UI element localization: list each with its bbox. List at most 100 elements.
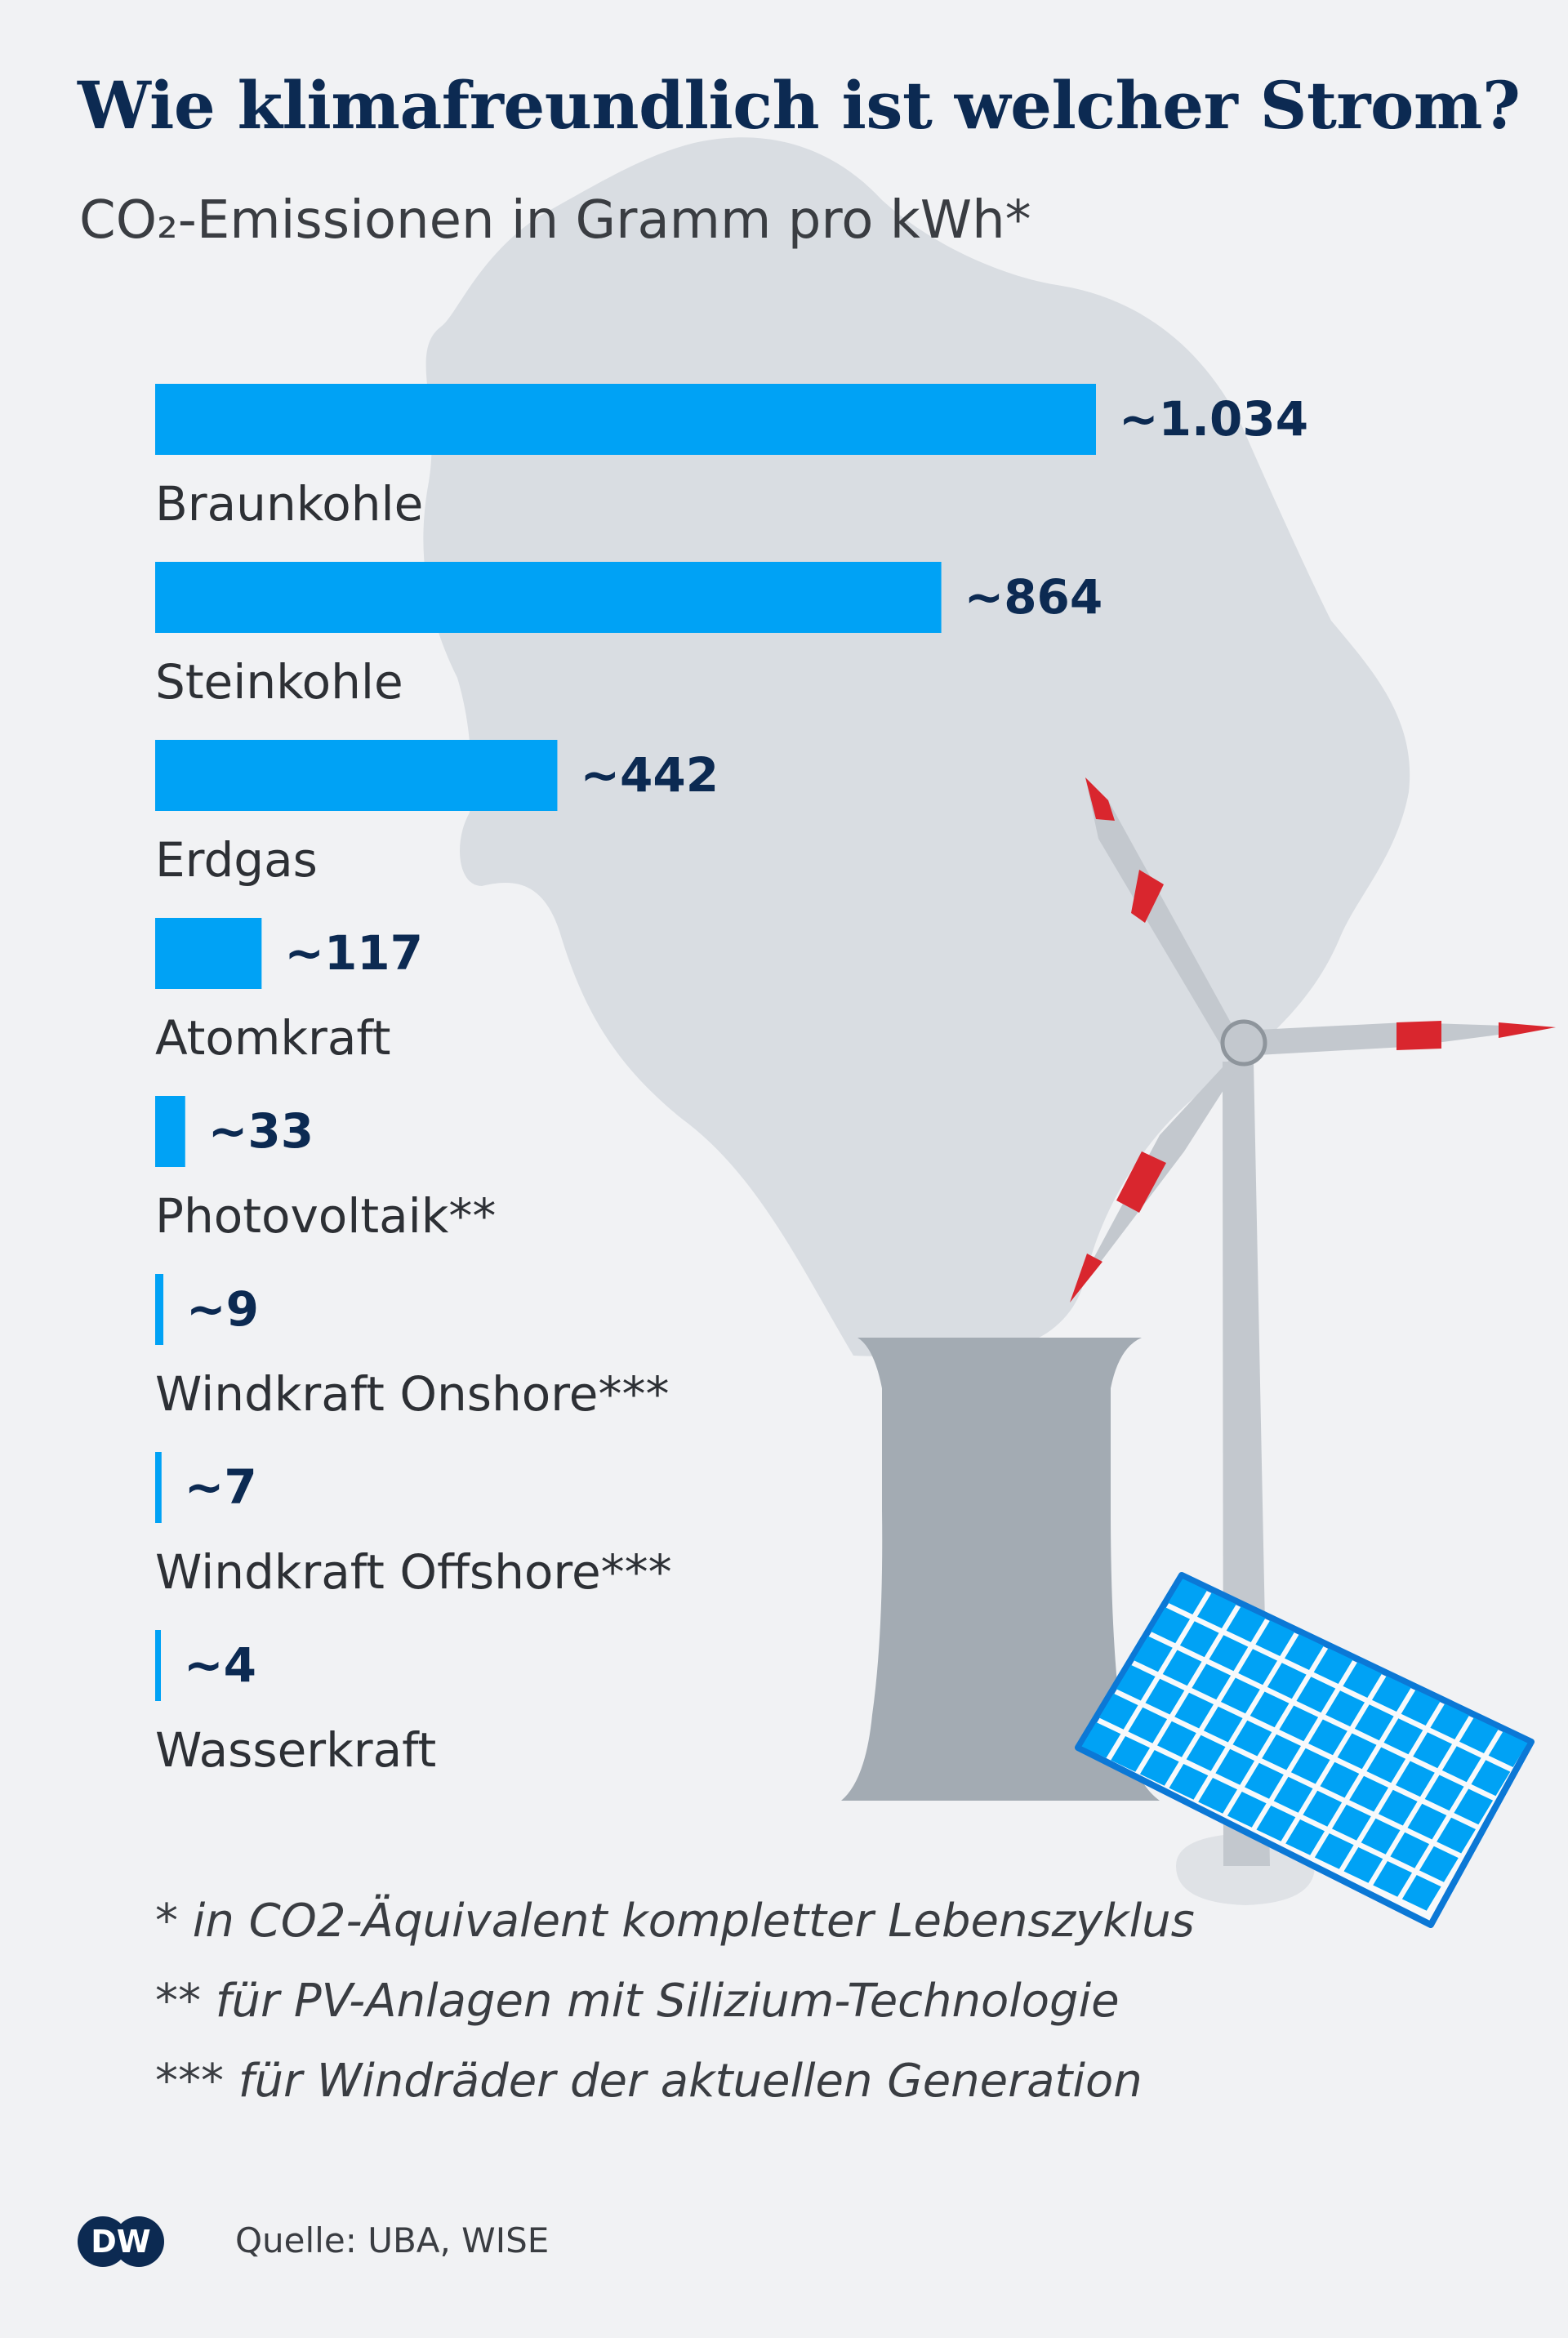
footnote-photovoltaic: ** für PV-Anlagen mit Silizium-Technolog… bbox=[155, 1975, 1120, 2028]
solar-cell bbox=[1372, 1676, 1411, 1712]
solar-cell bbox=[1273, 1776, 1313, 1813]
bar-value-label: ~7 bbox=[185, 1459, 257, 1515]
solar-cell bbox=[1111, 1736, 1150, 1772]
bar bbox=[155, 1096, 185, 1167]
solar-cell bbox=[1203, 1706, 1243, 1743]
solar-cell bbox=[1128, 1707, 1168, 1743]
bar bbox=[155, 384, 1096, 455]
solar-cell bbox=[1169, 1764, 1209, 1800]
category-label: Steinkohle bbox=[155, 654, 403, 710]
solar-cell bbox=[1343, 1662, 1383, 1698]
solar-cell bbox=[1151, 1607, 1190, 1644]
dw-logo-text: DW bbox=[91, 2224, 150, 2260]
solar-cell bbox=[1313, 1648, 1353, 1684]
solar-cell bbox=[1279, 1705, 1319, 1742]
solar-cell bbox=[1290, 1748, 1330, 1784]
solar-cell bbox=[1262, 1734, 1301, 1770]
solar-cell bbox=[1174, 1692, 1214, 1729]
solar-cell bbox=[1296, 1677, 1336, 1713]
turbine-blade-red-tip bbox=[1499, 1022, 1556, 1038]
solar-cell bbox=[1354, 1704, 1394, 1741]
solar-cell bbox=[1238, 1649, 1277, 1686]
dw-logo: DW bbox=[78, 2216, 164, 2267]
turbine-blade-red-tip bbox=[1085, 777, 1115, 821]
solar-cell bbox=[1390, 1832, 1430, 1868]
solar-cell bbox=[1255, 1620, 1295, 1656]
bar-value-label: ~117 bbox=[284, 925, 423, 981]
footnotes: * in CO2-Äquivalent kompletter Lebenszyk… bbox=[155, 1895, 1195, 2135]
solar-cell bbox=[1424, 1775, 1464, 1811]
solar-cell bbox=[1430, 1703, 1470, 1739]
bar bbox=[155, 562, 942, 633]
solar-panel bbox=[1075, 1572, 1535, 1928]
solar-cell bbox=[1198, 1778, 1237, 1814]
solar-cell bbox=[1366, 1747, 1406, 1784]
solar-cell bbox=[1226, 1606, 1266, 1642]
solar-cell bbox=[1378, 1789, 1418, 1826]
turbine-blade-red-mark bbox=[1396, 1021, 1441, 1050]
category-label: Photovoltaik** bbox=[155, 1188, 496, 1244]
solar-cell bbox=[1419, 1846, 1459, 1882]
solar-cell bbox=[1186, 1735, 1226, 1771]
bar-chart: ~1.034 Braunkohle ~864 Steinkohle ~442 Erdgas… bbox=[155, 384, 1308, 1778]
solar-cell bbox=[1157, 1721, 1196, 1757]
solar-cell bbox=[1407, 1803, 1447, 1840]
solar-cell bbox=[1401, 1690, 1441, 1726]
bar-value-label: ~864 bbox=[964, 569, 1103, 625]
solar-cell bbox=[1459, 1717, 1499, 1753]
solar-cell bbox=[1337, 1733, 1377, 1770]
bar bbox=[155, 740, 558, 811]
footnote-wind: *** für Windräder der aktuellen Generati… bbox=[155, 2055, 1143, 2108]
solar-cell bbox=[1168, 1579, 1208, 1614]
solar-cell bbox=[1081, 1722, 1121, 1758]
solar-cell bbox=[1250, 1691, 1290, 1728]
solar-cell bbox=[1245, 1762, 1284, 1799]
page-subtitle: CO₂-Emissionen in Gramm pro kWh* bbox=[79, 190, 1031, 251]
solar-cell bbox=[1285, 1634, 1324, 1670]
solar-cell bbox=[1471, 1760, 1511, 1797]
solar-cell bbox=[1209, 1635, 1249, 1672]
solar-cell bbox=[1308, 1719, 1348, 1756]
solar-cell bbox=[1396, 1761, 1435, 1797]
solar-cell bbox=[1134, 1636, 1173, 1672]
turbine-blade-red-tip bbox=[1070, 1254, 1102, 1303]
solar-cell bbox=[1267, 1663, 1307, 1699]
bar-value-label: ~9 bbox=[186, 1281, 259, 1337]
page-title: Wie klimafreundlich ist welcher Strom? bbox=[78, 67, 1521, 144]
bar bbox=[155, 1630, 161, 1701]
solar-cell bbox=[1145, 1678, 1185, 1715]
solar-cell bbox=[1383, 1718, 1423, 1755]
solar-cell bbox=[1349, 1775, 1388, 1812]
turbine-blade-red-mark bbox=[1116, 1151, 1166, 1213]
solar-cell bbox=[1098, 1693, 1138, 1730]
bar-value-label: ~33 bbox=[208, 1103, 314, 1159]
solar-cell bbox=[1227, 1792, 1267, 1828]
solar-cell bbox=[1488, 1731, 1528, 1767]
turbine-blade-top bbox=[1085, 777, 1240, 1049]
solar-cell bbox=[1454, 1788, 1494, 1825]
source-note: Quelle: UBA, WISE bbox=[235, 2220, 550, 2260]
category-label: Wasserkraft bbox=[155, 1722, 436, 1778]
solar-panel-cells bbox=[1081, 1579, 1528, 1911]
solar-cell bbox=[1441, 1746, 1481, 1783]
solar-cell bbox=[1232, 1720, 1272, 1757]
bar bbox=[155, 1452, 162, 1523]
solar-cell bbox=[1401, 1875, 1441, 1911]
solar-cell bbox=[1179, 1621, 1219, 1658]
solar-cell bbox=[1139, 1750, 1179, 1786]
solar-cell bbox=[1314, 1833, 1354, 1869]
solar-cell bbox=[1162, 1650, 1202, 1686]
solar-cell bbox=[1197, 1592, 1236, 1628]
category-label: Windkraft Offshore*** bbox=[155, 1544, 672, 1600]
category-label: Atomkraft bbox=[155, 1010, 391, 1066]
dw-logo-circle bbox=[78, 2216, 128, 2267]
solar-cell bbox=[1325, 1690, 1365, 1727]
turbine-blade-red-mark bbox=[1131, 870, 1164, 923]
cooling-tower bbox=[841, 1338, 1160, 1801]
bar-value-label: ~1.034 bbox=[1119, 391, 1308, 447]
turbine-hub bbox=[1220, 1019, 1267, 1067]
solar-cell bbox=[1437, 1817, 1476, 1854]
solar-cell bbox=[1256, 1806, 1296, 1841]
solar-cell bbox=[1221, 1677, 1260, 1714]
solar-cell bbox=[1343, 1847, 1383, 1883]
